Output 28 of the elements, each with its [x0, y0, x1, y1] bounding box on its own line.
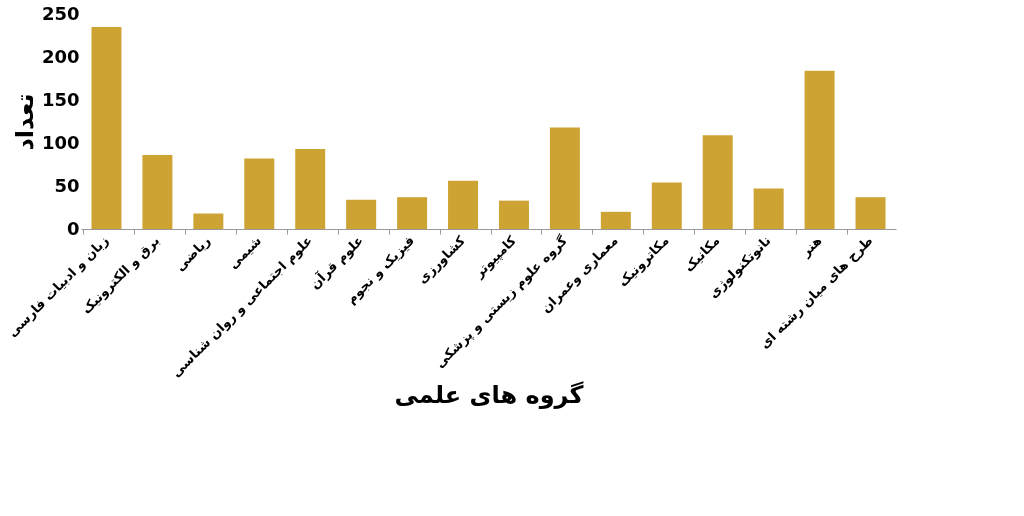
- bar: [91, 26, 122, 229]
- y-tick-label: 50: [54, 174, 80, 196]
- bar: [346, 199, 377, 229]
- bar: [651, 182, 682, 229]
- bar: [498, 200, 529, 229]
- y-tick-label: 0: [66, 217, 80, 239]
- y-tick-label: 100: [41, 131, 80, 153]
- y-axis-title: تعداد: [10, 93, 39, 151]
- x-tick-label: ریاضی: [172, 232, 214, 274]
- bar: [549, 127, 580, 229]
- x-tick-label: کشاورزی: [414, 232, 469, 287]
- y-tick-label: 250: [41, 2, 80, 24]
- x-tick-label: کامپیوتر: [470, 232, 520, 282]
- bar: [702, 135, 733, 229]
- bar: [397, 197, 428, 229]
- bar: [855, 197, 886, 229]
- bar: [600, 211, 631, 229]
- y-tick-label: 150: [41, 88, 80, 110]
- x-tick-label: هنر: [797, 232, 825, 261]
- bar: [193, 213, 224, 229]
- y-tick-label: 200: [41, 45, 80, 67]
- bar: [804, 70, 835, 229]
- x-axis-title: گروه های علمی: [394, 380, 584, 409]
- bar: [244, 158, 275, 229]
- bar: [753, 188, 784, 229]
- bar: [448, 180, 479, 229]
- bar: [142, 155, 173, 229]
- bar: [295, 149, 326, 229]
